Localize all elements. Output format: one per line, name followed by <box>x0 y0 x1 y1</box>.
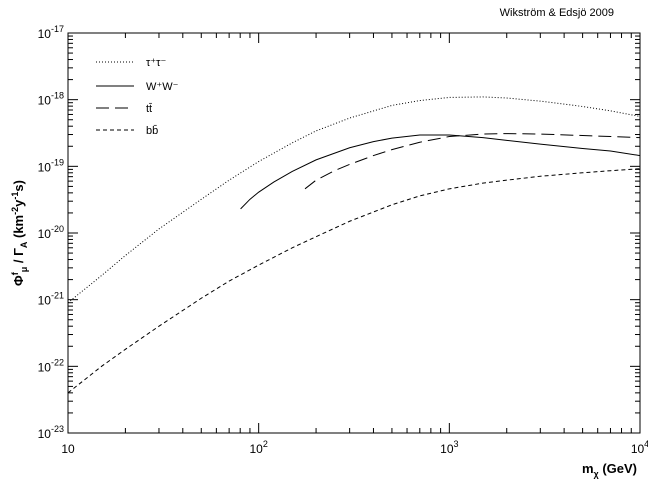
y-tick-label: 10-18 <box>38 91 64 108</box>
credit-text: Wikström & Edsjö 2009 <box>500 7 614 19</box>
y-tick-label: 10-22 <box>38 357 64 374</box>
series-line-1 <box>67 96 641 304</box>
x-axis-label: mχ (GeV) <box>582 461 637 479</box>
x-tick-labels: 10 102 103 104 <box>61 439 648 456</box>
legend-label-4: bb̄ <box>146 124 158 137</box>
plot-frame <box>67 32 641 434</box>
y-tick-label: 10-17 <box>38 24 64 41</box>
legend-label-3: tt̄ <box>146 103 152 115</box>
series-lines <box>67 96 641 394</box>
x-tick-label: 102 <box>249 439 267 456</box>
y-tick-labels: 10-17 10-18 10-19 10-20 10-21 10-22 10-23 <box>38 24 64 441</box>
axis-ticks <box>67 33 640 434</box>
y-axis-label: Φfμ / ΓA (km-2y-1s) <box>10 180 29 286</box>
y-tick-label: 10-20 <box>38 224 64 241</box>
legend-label-1: τ⁺τ⁻ <box>146 57 166 69</box>
legend-label-2: W⁺W⁻ <box>146 81 179 93</box>
x-tick-label: 104 <box>631 439 648 456</box>
x-tick-label: 103 <box>440 439 458 456</box>
series-line-2 <box>240 134 641 210</box>
series-line-4 <box>67 168 641 394</box>
legend: τ⁺τ⁻ W⁺W⁻ tt̄ bb̄ <box>96 57 179 137</box>
series-line-3 <box>304 133 641 190</box>
y-tick-label: 10-23 <box>38 424 64 441</box>
y-tick-label: 10-21 <box>38 291 64 308</box>
x-tick-label: 10 <box>61 442 75 456</box>
y-tick-label: 10-19 <box>38 157 64 174</box>
